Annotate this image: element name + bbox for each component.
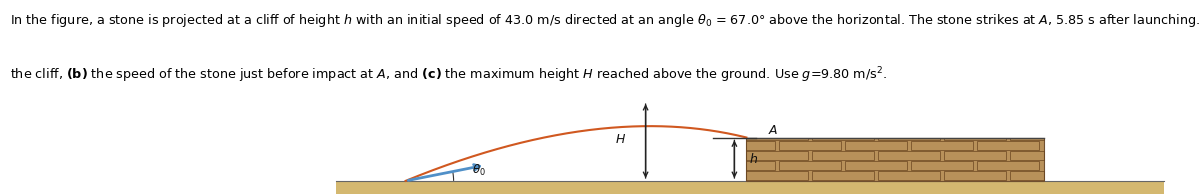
Text: $A$: $A$ (768, 124, 779, 137)
Bar (780, 161, 841, 170)
Text: $\theta_0$: $\theta_0$ (472, 163, 486, 178)
Bar (812, 151, 874, 160)
Bar (878, 138, 940, 139)
Bar (336, 181, 1164, 194)
Bar (944, 138, 1006, 139)
Bar (1010, 171, 1044, 180)
Bar (978, 161, 1039, 170)
Bar (746, 138, 1044, 181)
Bar (846, 141, 907, 150)
Bar (878, 151, 940, 160)
Bar (812, 138, 874, 139)
Text: the cliff, $\bf{(b)}$ the speed of the stone just before impact at $A$, and $\bf: the cliff, $\bf{(b)}$ the speed of the s… (10, 66, 887, 85)
Text: In the figure, a stone is projected at a cliff of height $h$ with an initial spe: In the figure, a stone is projected at a… (10, 12, 1200, 29)
Bar (746, 138, 808, 139)
Bar (746, 151, 808, 160)
Bar (846, 161, 907, 170)
Text: $h$: $h$ (749, 152, 758, 166)
Bar (746, 171, 808, 180)
Bar (912, 161, 973, 170)
Bar (878, 171, 940, 180)
Text: $H$: $H$ (616, 133, 626, 146)
Bar (944, 151, 1006, 160)
Bar (746, 161, 775, 170)
Bar (1010, 138, 1044, 139)
Bar (1010, 151, 1044, 160)
Bar (912, 141, 973, 150)
Bar (746, 141, 775, 150)
Bar (978, 141, 1039, 150)
Bar (944, 171, 1006, 180)
Bar (780, 141, 841, 150)
Bar (812, 171, 874, 180)
